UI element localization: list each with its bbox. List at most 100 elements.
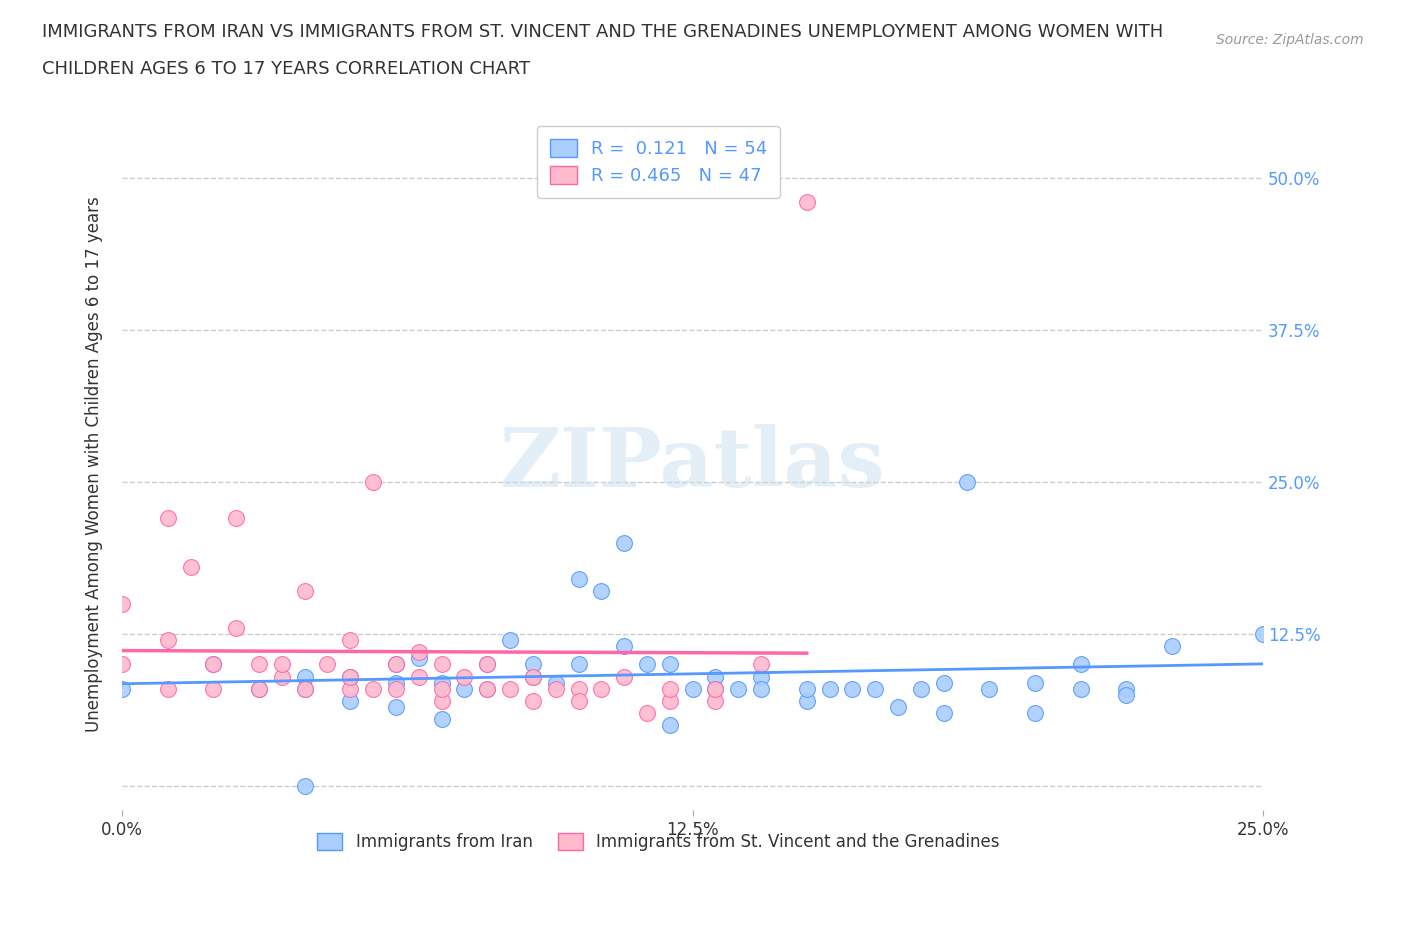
- Point: [180, 560, 202, 575]
- Point: [636, 706, 658, 721]
- Point: [658, 682, 681, 697]
- Point: [202, 657, 225, 671]
- Point: [111, 682, 134, 697]
- Point: [385, 682, 408, 697]
- Point: [408, 651, 430, 666]
- Point: [567, 682, 589, 697]
- Point: [156, 682, 179, 697]
- Point: [294, 778, 316, 793]
- Point: [658, 657, 681, 671]
- Point: [453, 682, 475, 697]
- Point: [385, 657, 408, 671]
- Text: Source: ZipAtlas.com: Source: ZipAtlas.com: [1216, 33, 1364, 46]
- Point: [887, 699, 910, 714]
- Point: [1024, 706, 1046, 721]
- Point: [316, 657, 339, 671]
- Point: [567, 572, 589, 587]
- Point: [477, 657, 499, 671]
- Point: [247, 657, 270, 671]
- Point: [522, 669, 544, 684]
- Point: [408, 644, 430, 659]
- Point: [477, 657, 499, 671]
- Point: [339, 682, 361, 697]
- Point: [499, 682, 522, 697]
- Point: [111, 657, 134, 671]
- Point: [430, 682, 453, 697]
- Point: [477, 682, 499, 697]
- Point: [1115, 687, 1137, 702]
- Point: [430, 711, 453, 726]
- Point: [749, 657, 772, 671]
- Point: [477, 682, 499, 697]
- Point: [863, 682, 886, 697]
- Point: [111, 596, 134, 611]
- Point: [385, 675, 408, 690]
- Point: [567, 694, 589, 709]
- Point: [225, 620, 247, 635]
- Point: [156, 632, 179, 647]
- Point: [636, 657, 658, 671]
- Point: [796, 682, 818, 697]
- Point: [339, 632, 361, 647]
- Point: [430, 694, 453, 709]
- Point: [932, 706, 955, 721]
- Point: [704, 682, 727, 697]
- Point: [567, 657, 589, 671]
- Point: [361, 474, 384, 489]
- Point: [955, 474, 977, 489]
- Point: [156, 512, 179, 526]
- Point: [385, 699, 408, 714]
- Point: [1115, 682, 1137, 697]
- Point: [727, 682, 749, 697]
- Text: ZIPatlas: ZIPatlas: [501, 424, 886, 504]
- Point: [202, 682, 225, 697]
- Point: [796, 195, 818, 210]
- Point: [818, 682, 841, 697]
- Point: [613, 669, 636, 684]
- Point: [613, 536, 636, 551]
- Point: [270, 669, 292, 684]
- Point: [1070, 657, 1092, 671]
- Point: [522, 657, 544, 671]
- Point: [591, 584, 613, 599]
- Point: [522, 669, 544, 684]
- Point: [1070, 682, 1092, 697]
- Point: [1161, 639, 1184, 654]
- Point: [339, 669, 361, 684]
- Point: [294, 584, 316, 599]
- Y-axis label: Unemployment Among Women with Children Ages 6 to 17 years: Unemployment Among Women with Children A…: [86, 196, 103, 732]
- Point: [749, 682, 772, 697]
- Point: [361, 682, 384, 697]
- Point: [704, 694, 727, 709]
- Point: [682, 682, 704, 697]
- Point: [910, 682, 932, 697]
- Point: [247, 682, 270, 697]
- Point: [453, 669, 475, 684]
- Text: CHILDREN AGES 6 TO 17 YEARS CORRELATION CHART: CHILDREN AGES 6 TO 17 YEARS CORRELATION …: [42, 60, 530, 78]
- Point: [544, 675, 567, 690]
- Point: [225, 512, 247, 526]
- Legend: Immigrants from Iran, Immigrants from St. Vincent and the Grenadines: Immigrants from Iran, Immigrants from St…: [311, 826, 1007, 857]
- Point: [544, 682, 567, 697]
- Point: [294, 669, 316, 684]
- Point: [841, 682, 863, 697]
- Point: [522, 694, 544, 709]
- Point: [1251, 627, 1274, 642]
- Point: [294, 682, 316, 697]
- Point: [385, 657, 408, 671]
- Point: [613, 639, 636, 654]
- Point: [704, 682, 727, 697]
- Point: [430, 675, 453, 690]
- Point: [430, 657, 453, 671]
- Point: [979, 682, 1001, 697]
- Point: [796, 694, 818, 709]
- Point: [932, 675, 955, 690]
- Point: [202, 657, 225, 671]
- Point: [270, 657, 292, 671]
- Text: IMMIGRANTS FROM IRAN VS IMMIGRANTS FROM ST. VINCENT AND THE GRENADINES UNEMPLOYM: IMMIGRANTS FROM IRAN VS IMMIGRANTS FROM …: [42, 23, 1163, 41]
- Point: [339, 669, 361, 684]
- Point: [294, 682, 316, 697]
- Point: [247, 682, 270, 697]
- Point: [499, 632, 522, 647]
- Point: [749, 669, 772, 684]
